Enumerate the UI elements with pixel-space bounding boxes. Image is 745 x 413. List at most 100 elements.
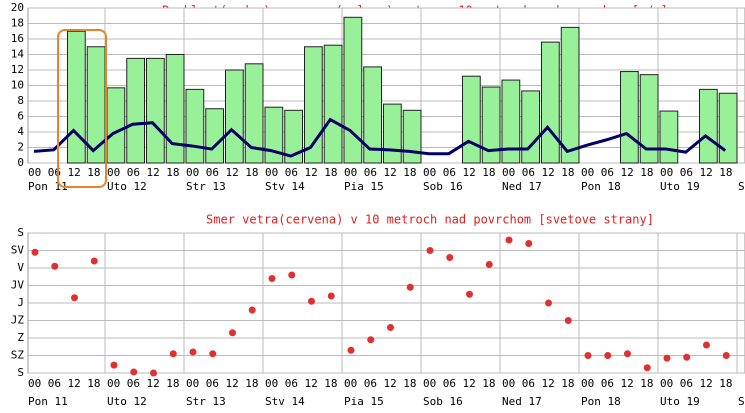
point bbox=[130, 368, 138, 376]
x-tick-label: 06 bbox=[364, 166, 377, 179]
bar bbox=[718, 92, 738, 164]
x-tick-label: 18 bbox=[640, 166, 653, 179]
x-tick-label: 06 bbox=[127, 377, 140, 390]
x-tick-label: 18 bbox=[719, 377, 732, 390]
x-tick-label: 00 bbox=[28, 166, 41, 179]
point bbox=[426, 247, 434, 254]
bar bbox=[639, 74, 659, 164]
y-tick-label: JZ bbox=[11, 314, 25, 327]
point bbox=[584, 352, 592, 359]
x-tick-label: 00 bbox=[265, 166, 278, 179]
bar bbox=[106, 87, 126, 164]
y-tick-label: 14 bbox=[11, 48, 25, 61]
x-tick-label: 06 bbox=[680, 377, 693, 390]
day-label: S bbox=[738, 180, 745, 193]
bar bbox=[659, 110, 679, 164]
bar bbox=[402, 109, 422, 164]
x-tick-label: 06 bbox=[443, 166, 456, 179]
chart-title: Smer vetra(cervena) v 10 metroch nad pov… bbox=[206, 213, 654, 227]
x-tick-label: 12 bbox=[700, 377, 713, 390]
bar bbox=[620, 71, 639, 164]
point bbox=[110, 361, 118, 369]
day-label: Sob 16 bbox=[423, 395, 463, 408]
x-tick-label: 00 bbox=[502, 377, 515, 390]
y-tick-label: 2 bbox=[17, 141, 24, 154]
bar bbox=[343, 16, 363, 164]
highlight-box bbox=[57, 29, 107, 188]
point bbox=[525, 240, 533, 247]
x-tick-label: 18 bbox=[166, 166, 179, 179]
point bbox=[150, 369, 157, 377]
x-tick-label: 12 bbox=[68, 166, 81, 179]
x-tick-label: 06 bbox=[206, 377, 219, 390]
y-tick-label: S bbox=[17, 226, 24, 239]
day-label: Pon 18 bbox=[581, 395, 621, 408]
point bbox=[71, 294, 78, 302]
x-tick-label: 00 bbox=[581, 166, 594, 179]
x-tick-label: 18 bbox=[87, 377, 100, 390]
bar bbox=[284, 109, 303, 164]
point bbox=[90, 257, 98, 265]
point bbox=[387, 324, 394, 331]
bar bbox=[304, 46, 323, 164]
day-label: Str 13 bbox=[186, 395, 226, 408]
x-tick-label: 12 bbox=[542, 377, 555, 390]
x-tick-label: 06 bbox=[601, 166, 614, 179]
point bbox=[288, 271, 296, 279]
bar bbox=[383, 103, 402, 164]
x-tick-label: 12 bbox=[700, 166, 713, 179]
bar bbox=[165, 54, 185, 164]
point bbox=[505, 236, 513, 244]
x-tick-label: 06 bbox=[364, 377, 377, 390]
y-tick-label: S bbox=[17, 366, 24, 379]
x-tick-label: 12 bbox=[621, 377, 634, 390]
x-tick-label: 12 bbox=[305, 166, 318, 179]
x-tick-label: 12 bbox=[68, 377, 81, 390]
x-tick-label: 18 bbox=[245, 166, 258, 179]
x-tick-label: 12 bbox=[226, 377, 239, 390]
y-tick-label: 20 bbox=[11, 1, 24, 14]
bar bbox=[225, 69, 244, 164]
point bbox=[564, 317, 572, 324]
bar bbox=[699, 88, 718, 164]
x-tick-label: 12 bbox=[463, 166, 476, 179]
x-tick-label: 12 bbox=[305, 377, 318, 390]
bar bbox=[481, 86, 501, 164]
point bbox=[347, 346, 355, 354]
point bbox=[624, 350, 631, 358]
y-tick-label: 6 bbox=[17, 110, 24, 123]
x-tick-label: 18 bbox=[640, 377, 653, 390]
day-label: Uto 12 bbox=[107, 395, 147, 408]
x-tick-label: 06 bbox=[285, 166, 298, 179]
point bbox=[703, 341, 710, 349]
point bbox=[229, 329, 236, 337]
x-tick-label: 06 bbox=[443, 377, 456, 390]
point bbox=[406, 283, 414, 291]
x-tick-label: 06 bbox=[206, 166, 219, 179]
x-tick-label: 00 bbox=[502, 166, 515, 179]
point bbox=[722, 352, 730, 359]
x-tick-label: 18 bbox=[166, 377, 179, 390]
day-label: Pia 15 bbox=[344, 395, 384, 408]
point bbox=[485, 261, 493, 268]
point bbox=[466, 290, 473, 298]
day-label: Pia 15 bbox=[344, 180, 384, 193]
x-tick-label: 06 bbox=[127, 166, 140, 179]
y-tick-label: JV bbox=[11, 279, 25, 292]
y-tick-label: Z bbox=[17, 331, 24, 344]
x-tick-label: 06 bbox=[522, 377, 535, 390]
y-tick-label: 10 bbox=[11, 79, 24, 92]
day-label: Uto 12 bbox=[107, 180, 147, 193]
x-tick-label: 06 bbox=[522, 166, 535, 179]
point bbox=[643, 364, 651, 372]
x-tick-label: 00 bbox=[344, 377, 357, 390]
day-label: Stv 14 bbox=[265, 180, 305, 193]
point bbox=[268, 275, 276, 282]
day-label: Uto 19 bbox=[660, 395, 700, 408]
y-tick-label: SZ bbox=[11, 349, 25, 362]
x-tick-label: 18 bbox=[403, 166, 416, 179]
bar bbox=[67, 30, 86, 164]
bar bbox=[541, 41, 560, 164]
x-tick-label: 00 bbox=[107, 377, 120, 390]
